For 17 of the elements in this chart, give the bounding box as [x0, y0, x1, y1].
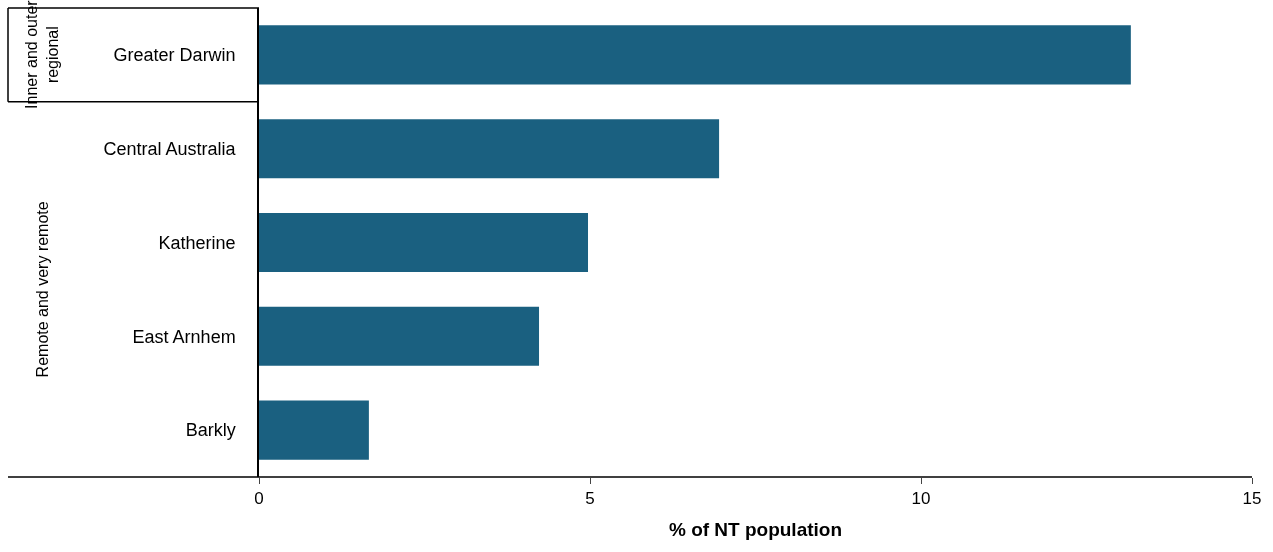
x-tick-label: 15 [1242, 489, 1262, 509]
bar [259, 306, 540, 366]
x-tick-label: 10 [911, 489, 931, 509]
y-tick-label: Barkly [185, 420, 236, 441]
x-tick-label: 5 [585, 489, 595, 509]
x-axis-title: % of NT population [668, 519, 843, 541]
text: Remote and very remote [33, 201, 51, 378]
bar [259, 212, 589, 273]
y-tick-label: Greater Darwin [113, 45, 236, 66]
text: Inner and outer regional [23, 0, 61, 109]
y-tick-label: Katherine [158, 232, 236, 253]
bar [259, 25, 1131, 85]
bar [259, 119, 720, 179]
y-tick-label: Central Australia [103, 139, 237, 159]
bar [259, 400, 369, 460]
x-tick-label: 0 [254, 489, 264, 509]
y-tick-label: East Arnhem [132, 326, 236, 347]
